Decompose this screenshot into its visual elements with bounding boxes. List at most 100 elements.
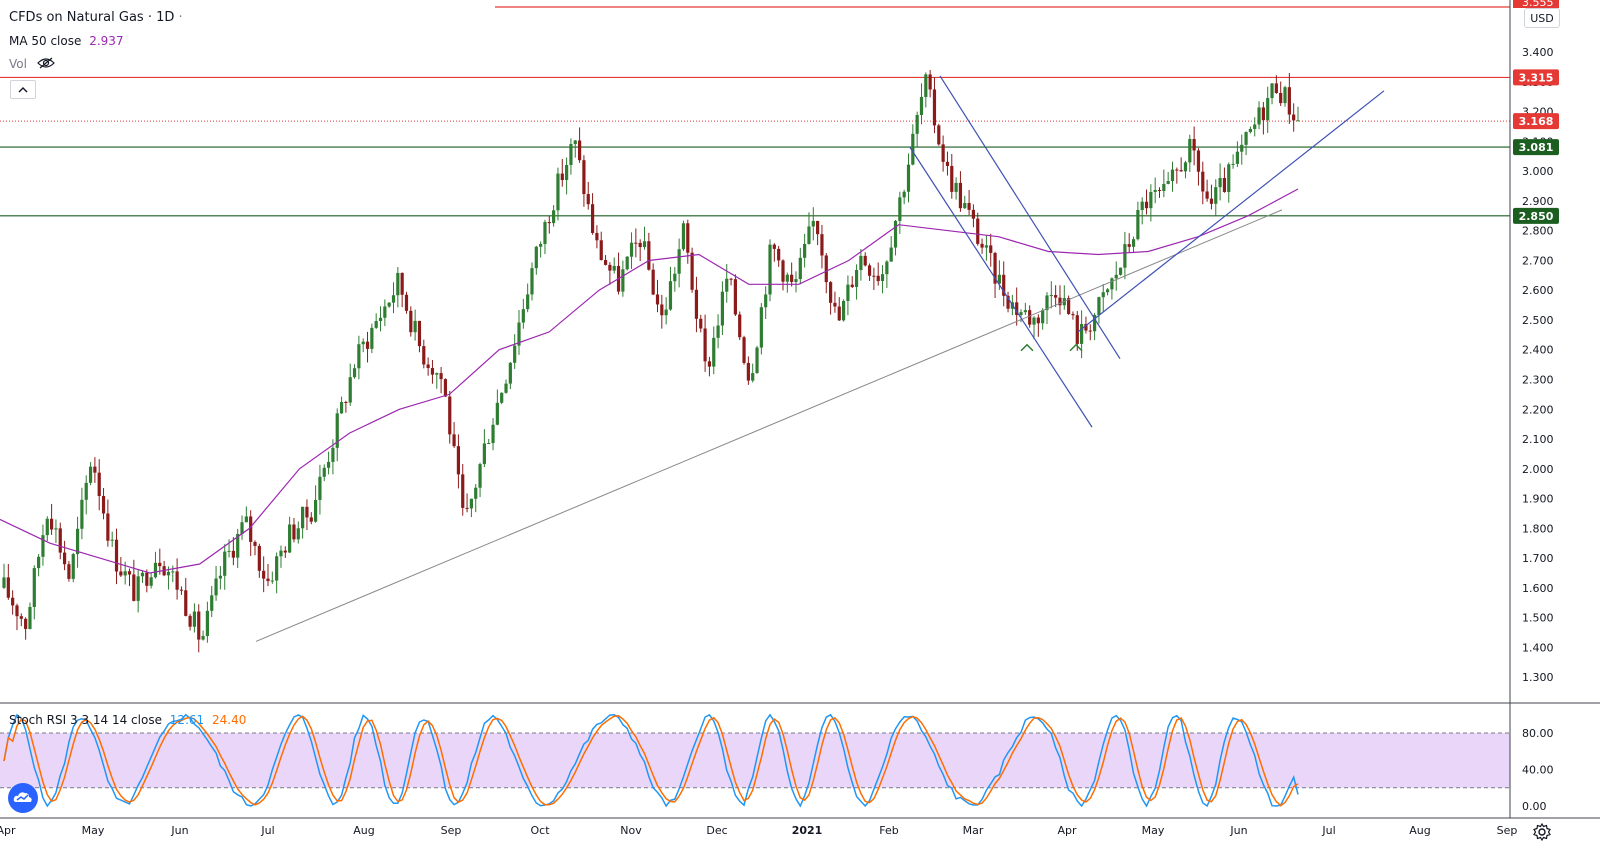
candle-body xyxy=(820,234,824,256)
candle-body xyxy=(288,524,292,553)
eye-crossed-icon[interactable] xyxy=(36,57,55,73)
candle-body xyxy=(547,221,551,224)
candle-body xyxy=(188,615,192,627)
price-axis-label: 1.700 xyxy=(1522,552,1554,565)
candle-body xyxy=(660,304,664,316)
candle-body xyxy=(28,606,32,629)
candle-body xyxy=(777,248,781,261)
channel-upper-line[interactable] xyxy=(939,75,1121,359)
candle-body xyxy=(625,256,629,270)
candle-body xyxy=(283,550,287,553)
vol-legend[interactable]: Vol xyxy=(9,56,55,73)
channel-lower-line[interactable] xyxy=(909,147,1093,428)
candle-body xyxy=(833,302,837,307)
candle-body xyxy=(1054,295,1058,298)
candle-body xyxy=(223,551,227,576)
candle-body xyxy=(110,539,114,541)
candle-body xyxy=(534,246,538,269)
candle-body xyxy=(275,556,279,581)
candle-body xyxy=(210,595,214,611)
candle-body xyxy=(781,260,785,282)
candle-body xyxy=(166,571,171,576)
price-axis-label: 2.400 xyxy=(1522,344,1554,357)
candle-body xyxy=(15,605,19,617)
stoch-legend[interactable]: Stoch RSI 3 3 14 14 close 12.61 24.40 xyxy=(9,712,246,728)
stoch-axis[interactable]: 80.00 40.00 0.00 xyxy=(1522,727,1554,813)
candle-body xyxy=(439,373,443,380)
trendline-long-term[interactable] xyxy=(255,209,1283,642)
candle-body xyxy=(608,264,612,271)
candle-body xyxy=(145,572,149,586)
tradingview-logo-button[interactable] xyxy=(8,783,38,813)
candle-body xyxy=(638,242,642,248)
candle-body xyxy=(1270,83,1274,99)
time-axis[interactable]: Apr May Jun Jul Aug Sep Oct Nov Dec 2021 Feb Mar Apr… xyxy=(0,824,1517,837)
candle-body xyxy=(400,272,404,295)
candle-body xyxy=(1179,170,1183,172)
candle-body xyxy=(465,507,469,509)
price-axis[interactable]: 3.4003.3003.2003.1003.0002.9002.8002.700… xyxy=(1513,0,1559,684)
candle-body xyxy=(106,513,110,541)
candle-body xyxy=(430,368,435,375)
price-tag xyxy=(1513,139,1559,156)
candle-body xyxy=(590,204,595,233)
candle-body xyxy=(668,281,673,310)
candle-body xyxy=(798,257,802,280)
candle-body xyxy=(841,300,846,321)
candle-body xyxy=(595,232,599,241)
symbol-legend[interactable]: CFDs on Natural Gas · 1D · xyxy=(9,10,183,26)
candle-body xyxy=(67,564,71,579)
candle-body xyxy=(586,194,590,205)
candle-body xyxy=(1170,169,1175,182)
candle-body xyxy=(331,447,335,462)
symbol-title: CFDs on Natural Gas xyxy=(9,10,144,25)
candle-body xyxy=(1235,151,1240,164)
candle-body xyxy=(573,140,577,145)
price-axis-label: 2.100 xyxy=(1522,433,1554,446)
candle-body xyxy=(478,464,482,488)
candle-body xyxy=(565,164,569,181)
candle-body xyxy=(292,524,296,540)
candle-body xyxy=(119,571,123,576)
currency-button[interactable]: USD xyxy=(1524,8,1560,28)
candle-body xyxy=(513,345,517,363)
candle-body xyxy=(1036,317,1040,324)
cloud-chart-icon xyxy=(13,789,33,808)
candle-body xyxy=(764,294,768,308)
price-axis-label: 3.000 xyxy=(1522,165,1554,178)
candle-body xyxy=(837,306,841,321)
candle-body xyxy=(266,578,270,582)
price-tag xyxy=(1513,207,1559,224)
candle-body xyxy=(521,309,525,323)
candle-body xyxy=(569,144,573,165)
candle-body xyxy=(811,220,815,227)
candle-body xyxy=(32,568,36,607)
candle-body xyxy=(236,533,240,558)
candle-body xyxy=(876,275,880,282)
candle-body xyxy=(1105,289,1110,293)
uptrend-line[interactable] xyxy=(1077,90,1385,333)
candle-body xyxy=(1123,244,1127,268)
candle-body xyxy=(651,269,655,295)
candle-body xyxy=(11,597,15,606)
candle-body xyxy=(1162,183,1166,192)
candle-body xyxy=(1296,120,1300,122)
gear-icon[interactable] xyxy=(1532,822,1552,842)
candle-body xyxy=(1071,314,1075,316)
time-axis-label: Aug xyxy=(1409,824,1430,837)
candle-body xyxy=(391,295,396,303)
candle-body xyxy=(1028,310,1032,325)
stoch-band xyxy=(0,733,1510,788)
ma-legend[interactable]: MA 50 close 2.937 xyxy=(9,33,124,49)
candle-body xyxy=(725,278,729,292)
time-axis-label: Sep xyxy=(441,824,462,837)
candle-body xyxy=(1092,314,1097,332)
candle-body xyxy=(738,314,742,338)
candle-body xyxy=(218,575,222,579)
candle-body xyxy=(197,611,201,640)
collapse-legend-button[interactable] xyxy=(10,80,36,99)
candle-body xyxy=(352,368,357,378)
time-axis-label: Jul xyxy=(260,824,274,837)
candle-body xyxy=(1136,209,1140,240)
